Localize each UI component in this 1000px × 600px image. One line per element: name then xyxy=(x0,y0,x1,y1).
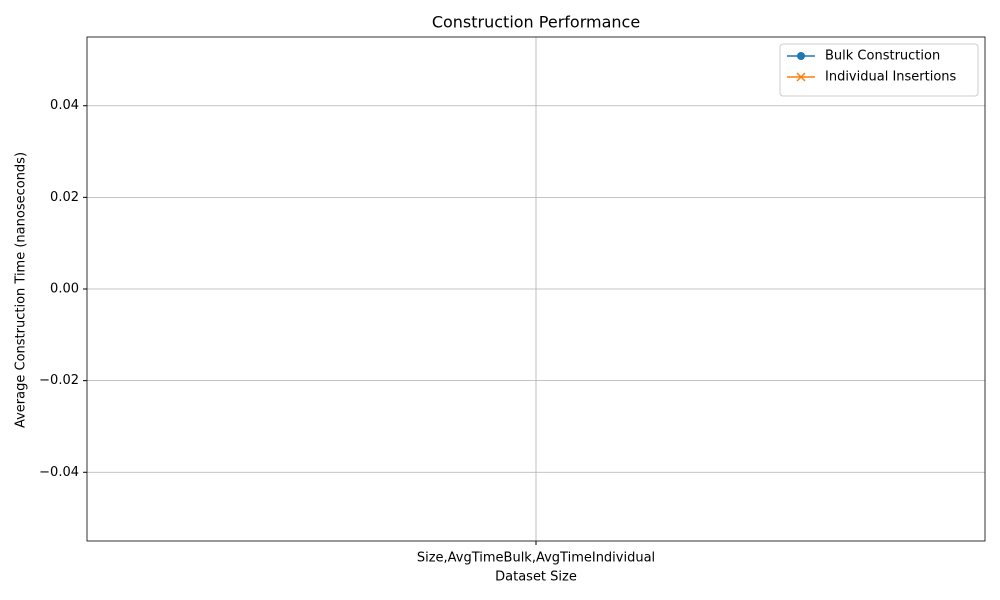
y-tick-label: 0.02 xyxy=(50,190,79,205)
legend: Bulk Construction Individual Insertions xyxy=(779,43,979,97)
y-tick-label: 0.00 xyxy=(50,282,79,297)
legend-box xyxy=(779,43,979,97)
plot-frame xyxy=(86,36,986,542)
y-axis-label: Average Construction Time (nanoseconds) xyxy=(14,152,29,428)
y-tick-label: −0.04 xyxy=(39,465,79,480)
legend-label: Bulk Construction xyxy=(825,49,940,64)
x-tick-label: Size,AvgTimeBulk,AvgTimeIndividual xyxy=(417,551,655,566)
x-axis-label: Dataset Size xyxy=(495,570,577,585)
y-tick-label: 0.04 xyxy=(50,98,79,113)
chart-title: Construction Performance xyxy=(432,13,640,32)
legend-marker-stroke xyxy=(796,72,806,82)
legend-marker xyxy=(796,72,806,82)
y-tick-label: −0.02 xyxy=(39,373,79,388)
legend-label: Individual Insertions xyxy=(825,70,957,85)
legend-marker xyxy=(797,52,805,60)
